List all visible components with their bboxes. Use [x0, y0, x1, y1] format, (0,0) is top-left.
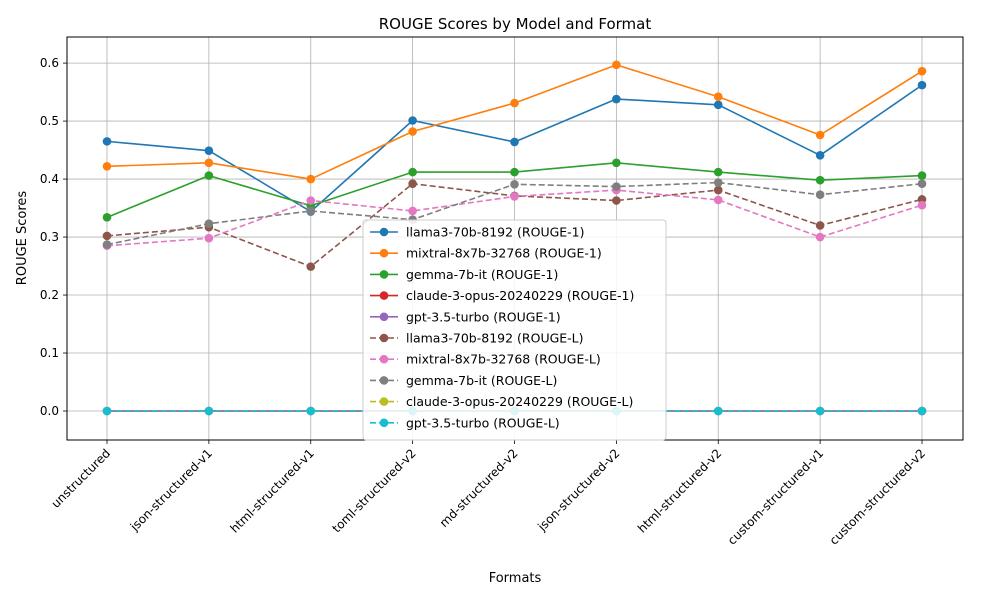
legend-entry-label: mixtral-8x7b-32768 (ROUGE-1): [406, 246, 602, 261]
legend-entry-label: gemma-7b-it (ROUGE-L): [406, 373, 557, 388]
data-point: [408, 127, 417, 136]
data-point: [204, 158, 214, 168]
data-point: [408, 167, 417, 177]
data-point: [612, 60, 621, 70]
legend-entry-label: gemma-7b-it (ROUGE-1): [406, 267, 558, 282]
data-point: [713, 178, 723, 187]
y-tick-label: 0.0: [40, 404, 59, 418]
y-tick-label: 0.5: [40, 114, 59, 128]
data-point: [815, 130, 825, 140]
legend-marker: [379, 248, 389, 258]
y-tick-label: 0.1: [40, 346, 59, 360]
data-point: [408, 179, 417, 189]
x-axis-label: Formats: [489, 571, 542, 586]
data-point: [204, 146, 214, 155]
data-point: [815, 190, 825, 200]
legend-marker: [379, 333, 389, 343]
legend-marker: [379, 418, 389, 428]
data-point: [306, 262, 316, 271]
legend-entry-label: llama3-70b-8192 (ROUGE-1): [406, 225, 585, 240]
data-point: [510, 137, 519, 147]
data-point: [102, 231, 112, 241]
data-point: [713, 167, 723, 177]
y-tick-label: 0.3: [40, 230, 59, 244]
data-point: [102, 213, 112, 222]
legend-entry-label: claude-3-opus-20240229 (ROUGE-L): [406, 394, 633, 409]
data-point: [815, 150, 825, 160]
data-point: [612, 182, 621, 191]
y-tick-label: 0.6: [40, 56, 59, 70]
data-point: [306, 206, 316, 216]
data-point: [510, 179, 519, 189]
chart-title: ROUGE Scores by Model and Format: [379, 15, 652, 33]
data-point: [815, 221, 825, 230]
legend-entry-label: llama3-70b-8192 (ROUGE-L): [406, 331, 584, 346]
data-point: [713, 195, 723, 205]
data-point: [306, 406, 316, 416]
data-point: [408, 206, 417, 216]
legend-marker: [379, 312, 389, 322]
data-point: [510, 167, 519, 177]
series-1: [102, 60, 927, 184]
data-point: [102, 137, 112, 146]
data-point: [815, 406, 825, 416]
data-point: [204, 233, 214, 243]
legend-marker: [379, 291, 389, 300]
y-tick-label: 0.2: [40, 288, 59, 302]
data-point: [204, 406, 214, 416]
data-point: [408, 116, 417, 125]
data-point: [917, 179, 927, 189]
data-point: [713, 185, 723, 195]
data-point: [815, 232, 825, 242]
data-point: [102, 162, 112, 171]
data-point: [204, 171, 214, 180]
legend-entry-label: gpt-3.5-turbo (ROUGE-L): [406, 415, 560, 430]
data-point: [815, 175, 825, 185]
legend-marker: [379, 354, 389, 364]
legend-marker: [379, 227, 389, 237]
data-point: [612, 158, 621, 168]
data-point: [306, 174, 316, 184]
data-point: [713, 92, 723, 102]
series-6: [102, 185, 927, 251]
data-point: [713, 406, 723, 416]
data-point: [917, 406, 927, 416]
data-point: [917, 200, 927, 210]
data-point: [102, 240, 112, 249]
data-point: [510, 192, 519, 201]
data-point: [917, 171, 927, 180]
legend-marker: [379, 397, 389, 406]
legend-marker: [379, 376, 389, 385]
data-point: [306, 196, 316, 205]
data-point: [713, 100, 723, 110]
legend-marker: [379, 270, 389, 279]
legend-entry-label: gpt-3.5-turbo (ROUGE-1): [406, 309, 561, 324]
data-point: [612, 196, 621, 205]
data-point: [612, 94, 621, 104]
y-tick-label: 0.4: [40, 172, 59, 186]
y-axis-label: ROUGE Scores: [15, 191, 30, 286]
legend-entry-label: mixtral-8x7b-32768 (ROUGE-L): [406, 352, 601, 367]
data-point: [917, 80, 927, 90]
legend: llama3-70b-8192 (ROUGE-1) mixtral-8x7b-32…: [362, 219, 667, 441]
legend-entry-label: claude-3-opus-20240229 (ROUGE-1): [406, 288, 634, 303]
data-point: [102, 406, 112, 416]
data-point: [510, 98, 519, 108]
data-point: [204, 219, 214, 229]
legend-box: [362, 219, 667, 441]
data-point: [917, 66, 927, 76]
